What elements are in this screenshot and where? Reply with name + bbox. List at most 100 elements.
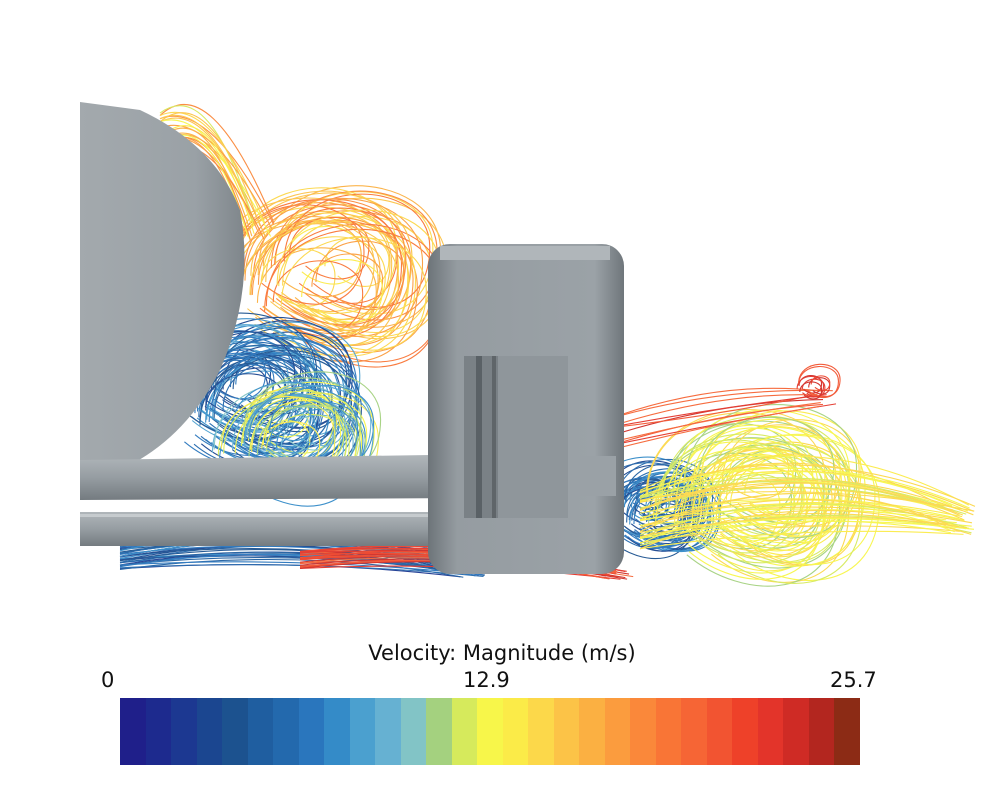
streamline: [311, 253, 384, 310]
colorbar: [120, 698, 860, 765]
streamline: [243, 198, 407, 326]
colorbar-swatch: [502, 698, 529, 765]
streamline: [691, 434, 880, 582]
streamline: [810, 375, 831, 391]
bracket: [568, 456, 616, 496]
upper-beam: [80, 455, 470, 500]
streamline: [247, 389, 310, 438]
streamline: [639, 508, 947, 521]
colorbar-swatch: [834, 698, 860, 765]
colorbar-mid-label: 12.9: [463, 668, 510, 692]
colorbar-swatch: [247, 698, 274, 765]
streamline: [324, 236, 390, 287]
colorbar-swatch: [808, 698, 835, 765]
streamline: [639, 517, 956, 539]
colorbar-swatch: [324, 698, 350, 765]
streamline: [119, 551, 457, 575]
streamline: [119, 558, 464, 578]
streamline: [599, 401, 821, 446]
streamline: [646, 412, 826, 552]
streamline: [633, 488, 676, 522]
streamline: [239, 222, 400, 347]
colorbar-swatch: [553, 698, 580, 765]
streamline: [159, 124, 273, 230]
streamline: [639, 492, 949, 529]
colorbar-swatch: [732, 698, 758, 765]
streamline: [639, 480, 963, 512]
colorbar-swatch: [145, 698, 172, 765]
streamline: [648, 437, 841, 587]
streamline: [801, 378, 826, 398]
lower-beam-highlight: [80, 514, 620, 517]
streamline: [639, 477, 948, 509]
colorbar-swatch: [604, 698, 631, 765]
streamline: [639, 481, 946, 510]
streamline: [246, 405, 311, 456]
colorbar-swatch: [528, 698, 554, 765]
colorbar-swatch: [120, 698, 146, 765]
colorbar-swatch: [630, 698, 656, 765]
streamline: [639, 491, 975, 512]
streamline: [159, 115, 275, 225]
colorbar-swatch: [375, 698, 401, 765]
streamline: [639, 520, 975, 540]
streamline: [283, 193, 431, 308]
streamline: [244, 197, 424, 337]
wheel-top: [440, 246, 610, 260]
colorbar-swatch: [171, 698, 197, 765]
streamline: [119, 547, 473, 572]
streamline: [119, 561, 483, 576]
streamline: [639, 504, 955, 544]
streamline: [639, 525, 960, 544]
streamline: [639, 478, 974, 516]
streamline: [796, 375, 825, 398]
simulation-viewport: [80, 102, 976, 587]
legend-title: Velocity: Magnitude (m/s): [368, 641, 636, 665]
streamline: [599, 405, 820, 454]
streamline: [639, 530, 964, 550]
streamline: [159, 114, 256, 225]
colorbar-swatch: [196, 698, 223, 765]
streamline: [639, 499, 948, 529]
streamline: [159, 117, 256, 227]
streamline: [159, 112, 261, 227]
streamline: [599, 394, 827, 430]
streamline: [262, 219, 362, 298]
streamline: [119, 564, 484, 577]
streamline: [280, 236, 427, 351]
streamline: [159, 105, 254, 222]
colorbar-max-label: 25.7: [830, 668, 877, 692]
colorbar-swatch: [655, 698, 682, 765]
streamline: [697, 416, 835, 524]
colorbar-swatch: [477, 698, 503, 765]
streamline: [639, 467, 970, 509]
nose-body: [80, 102, 245, 478]
colorbar-swatch: [273, 698, 299, 765]
streamline: [255, 405, 317, 453]
colorbar-swatch: [298, 698, 325, 765]
streamline: [258, 185, 442, 328]
colorbar-swatch: [426, 698, 452, 765]
colorbar-min-label: 0: [101, 668, 115, 692]
streamline: [159, 111, 266, 224]
strut-dark: [476, 356, 482, 518]
streamline: [278, 236, 386, 321]
colorbar-swatch: [579, 698, 605, 765]
colorbar-swatch: [400, 698, 427, 765]
strut-seam: [492, 356, 496, 518]
colorbar-swatch: [706, 698, 733, 765]
hub-block: [498, 356, 568, 518]
streamline: [681, 443, 863, 584]
streamline: [260, 248, 336, 307]
colorbar-swatch: [783, 698, 809, 765]
colorbar-swatch: [451, 698, 478, 765]
streamline: [599, 389, 833, 422]
streamline: [798, 363, 841, 398]
streamline: [639, 509, 972, 550]
streamline: [270, 190, 438, 321]
streamline: [119, 549, 456, 574]
streamline: [684, 446, 804, 540]
streamline: [675, 418, 866, 567]
colorbar-swatch: [222, 698, 248, 765]
streamline: [639, 464, 976, 507]
